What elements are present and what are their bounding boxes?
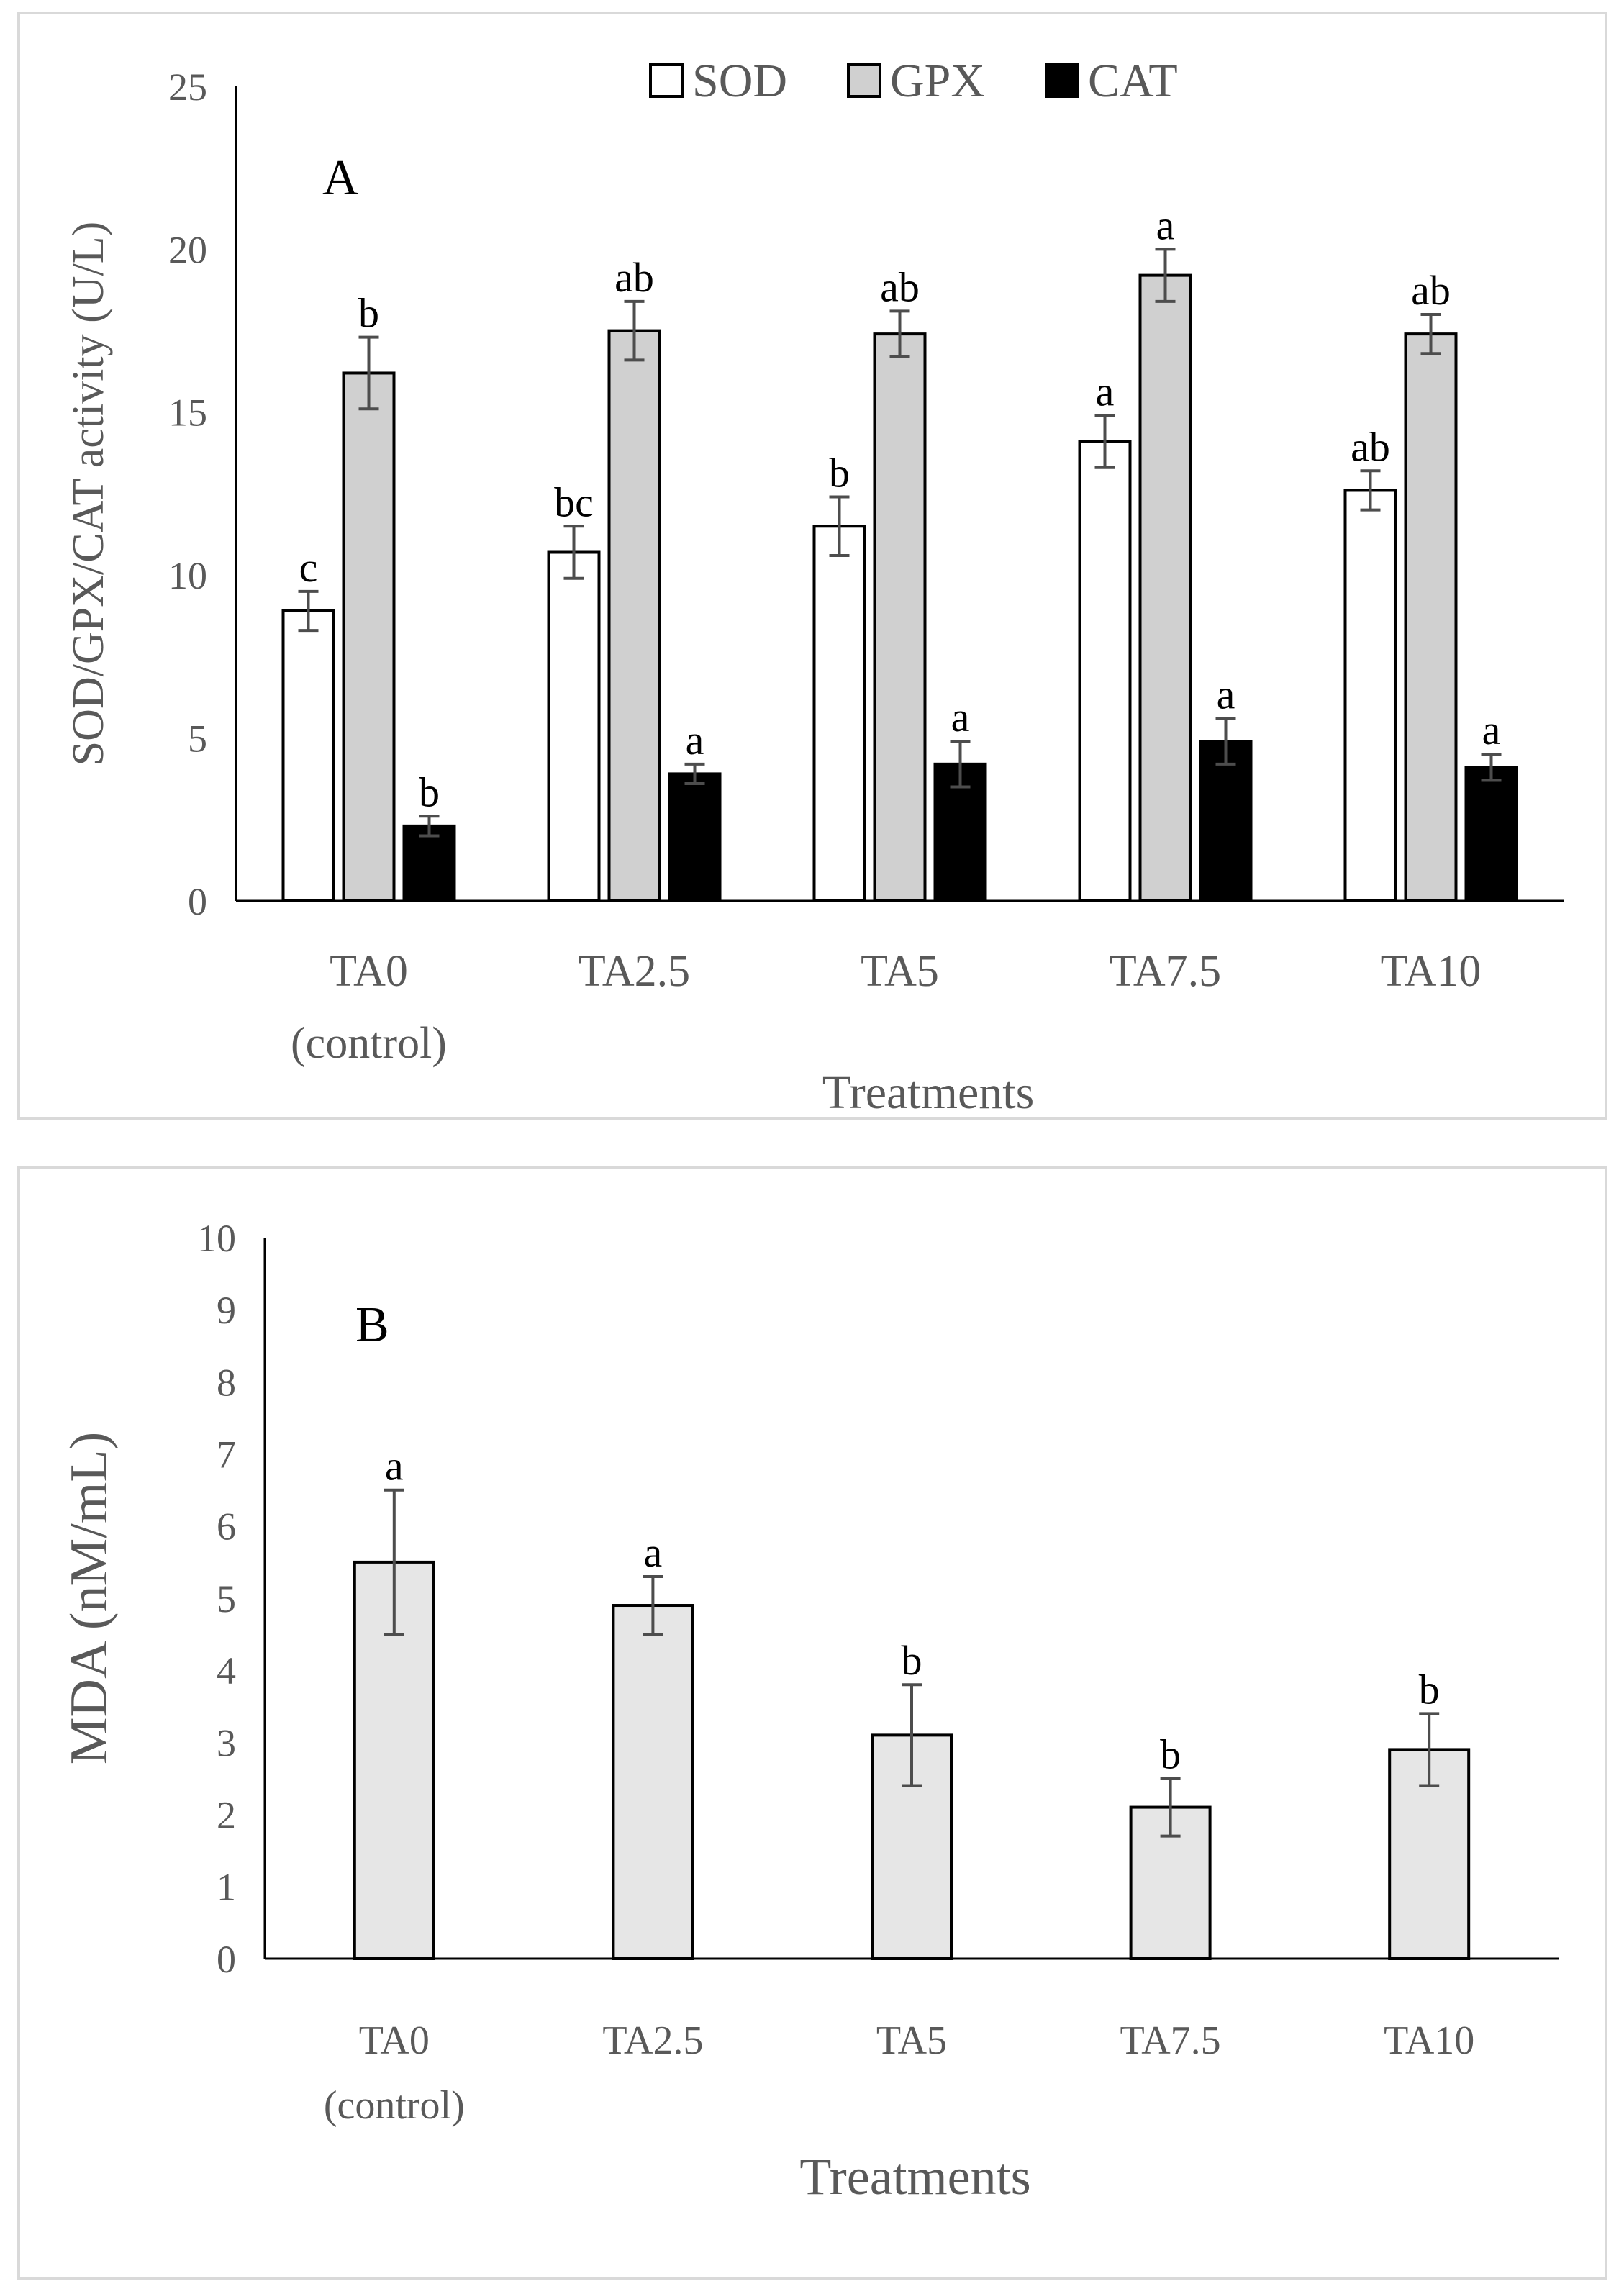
- bar-gpx-2: [873, 332, 927, 902]
- legend-label-sod: SOD: [692, 55, 787, 107]
- y-tick-label: 1: [217, 1866, 236, 1909]
- significance-letter: a: [1156, 201, 1175, 248]
- bar-gpx-4: [1404, 332, 1458, 902]
- panel-label: A: [322, 150, 359, 206]
- x-tick-label: (control): [291, 1019, 447, 1068]
- significance-letter: b: [358, 290, 379, 337]
- significance-letter: bc: [554, 479, 594, 525]
- chart-panel-b: 0 1 2 3 4 5 6 7 8 9 10 MDA (nM/mL) a TA0 (control) a TA2…: [17, 1166, 1607, 2280]
- significance-letter: a: [1482, 707, 1501, 753]
- y-tick-label: 25: [168, 65, 207, 109]
- x-tick-label: TA2.5: [579, 947, 690, 996]
- y-tick-label: 6: [217, 1505, 236, 1549]
- y-tick-label: 9: [217, 1289, 236, 1332]
- legend-label-gpx: GPX: [890, 55, 985, 107]
- y-tick-label: 4: [217, 1649, 236, 1692]
- significance-letter: a: [644, 1529, 663, 1576]
- bar-sod-2: [812, 525, 866, 902]
- chart-a-svg: 0 5 10 15 20 25 SOD/GPX/CAT activity (U/L) c b b T…: [64, 55, 1564, 1117]
- bar-mda-1: [612, 1604, 694, 1961]
- x-tick-label: TA0: [359, 2018, 430, 2063]
- y-tick-label: 8: [217, 1361, 236, 1404]
- significance-letter: ab: [1351, 423, 1390, 470]
- significance-letter: b: [1160, 1731, 1181, 1778]
- x-tick-label: TA5: [861, 947, 939, 996]
- x-tick-label: TA7.5: [1120, 2018, 1221, 2063]
- x-tick-label: (control): [324, 2083, 465, 2128]
- significance-letter: a: [1096, 368, 1115, 414]
- y-tick-label: 10: [197, 1217, 236, 1260]
- significance-letter: a: [1217, 671, 1235, 717]
- bar-sod-3: [1078, 440, 1132, 902]
- bar-mda-0: [353, 1560, 435, 1960]
- significance-letter: ab: [880, 263, 920, 310]
- chart-b-svg: 0 1 2 3 4 5 6 7 8 9 10 MDA (nM/mL) a TA0 (control) a TA2…: [60, 1217, 1559, 2205]
- legend-swatch-cat: [1045, 63, 1079, 98]
- bar-cat-3: [1199, 740, 1253, 902]
- chart-panel-a: 0 5 10 15 20 25 SOD/GPX/CAT activity (U/L) c b b T…: [17, 12, 1607, 1120]
- y-tick-label: 5: [217, 1577, 236, 1620]
- bar-sod-4: [1343, 489, 1397, 902]
- legend-swatch-gpx: [847, 63, 881, 98]
- significance-letter: b: [902, 1637, 922, 1684]
- legend-swatch-sod: [649, 63, 684, 98]
- y-tick-label: 5: [188, 717, 207, 761]
- significance-letter: b: [419, 769, 440, 815]
- x-tick-label: TA10: [1384, 2018, 1474, 2063]
- y-axis-title: MDA (nM/mL): [60, 1432, 119, 1765]
- significance-letter: b: [829, 450, 850, 497]
- y-tick-label: 10: [168, 554, 207, 597]
- significance-letter: a: [951, 694, 970, 740]
- significance-letter: a: [686, 717, 704, 763]
- x-tick-label: TA5: [876, 2018, 947, 2063]
- x-tick-label: TA10: [1381, 947, 1482, 996]
- y-tick-label: 0: [217, 1938, 236, 1981]
- bar-cat-0: [402, 824, 456, 902]
- y-tick-label: 3: [217, 1721, 236, 1764]
- x-axis-title: Treatments: [822, 1066, 1035, 1117]
- y-tick-label: 2: [217, 1794, 236, 1837]
- y-axis-title: SOD/GPX/CAT activity (U/L): [64, 222, 113, 766]
- bar-sod-1: [547, 550, 601, 903]
- bar-gpx-0: [342, 371, 396, 902]
- x-tick-label: TA0: [330, 947, 408, 996]
- y-tick-label: 0: [188, 880, 207, 923]
- significance-letter: c: [299, 544, 318, 591]
- significance-letter: ab: [614, 254, 654, 301]
- significance-letter: a: [385, 1443, 404, 1490]
- panel-label: B: [355, 1297, 389, 1353]
- bar-gpx-3: [1138, 273, 1192, 902]
- x-tick-label: TA7.5: [1110, 947, 1221, 996]
- significance-letter: b: [1419, 1666, 1440, 1713]
- bar-gpx-1: [607, 329, 661, 903]
- bar-cat-4: [1464, 766, 1518, 903]
- x-axis-title: Treatments: [799, 2148, 1030, 2205]
- x-tick-label: TA2.5: [602, 2018, 703, 2063]
- significance-letter: ab: [1411, 267, 1451, 314]
- bar-sod-0: [281, 609, 335, 902]
- bar-cat-1: [668, 772, 722, 902]
- y-tick-label: 20: [168, 228, 207, 271]
- y-tick-label: 7: [217, 1433, 236, 1477]
- y-tick-label: 15: [168, 391, 207, 435]
- legend-label-cat: CAT: [1088, 55, 1178, 107]
